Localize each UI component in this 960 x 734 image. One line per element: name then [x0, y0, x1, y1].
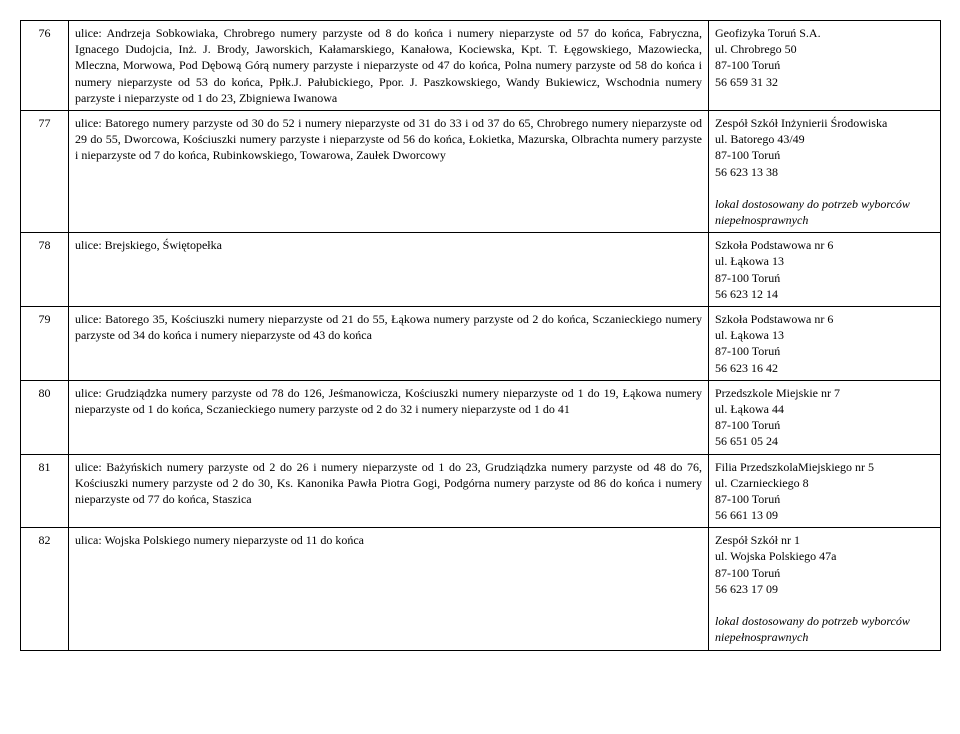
- table-row: 77ulice: Batorego numery parzyste od 30 …: [21, 110, 941, 232]
- location-line: 87-100 Toruń: [715, 270, 934, 286]
- location-line: Przedszkole Miejskie nr 7: [715, 385, 934, 401]
- location-line: Geofizyka Toruń S.A.: [715, 25, 934, 41]
- location-note: lokal dostosowany do potrzeb wyborców ni…: [715, 613, 934, 645]
- location-line: 56 623 17 09: [715, 581, 934, 597]
- precinct-description: ulice: Bażyńskich numery parzyste od 2 d…: [69, 454, 709, 528]
- precinct-description: ulice: Batorego numery parzyste od 30 do…: [69, 110, 709, 232]
- location-line: Zespół Szkół Inżynierii Środowiska: [715, 115, 934, 131]
- precinct-table: 76ulice: Andrzeja Sobkowiaka, Chrobrego …: [20, 20, 941, 651]
- location-line: Zespół Szkół nr 1: [715, 532, 934, 548]
- location-line: 87-100 Toruń: [715, 343, 934, 359]
- location-line: Szkoła Podstawowa nr 6: [715, 237, 934, 253]
- precinct-number: 81: [21, 454, 69, 528]
- location-line: ul. Chrobrego 50: [715, 41, 934, 57]
- location-line: ul. Łąkowa 13: [715, 253, 934, 269]
- location-line: 87-100 Toruń: [715, 565, 934, 581]
- table-row: 76ulice: Andrzeja Sobkowiaka, Chrobrego …: [21, 21, 941, 111]
- precinct-number: 82: [21, 528, 69, 650]
- location-line: 56 651 05 24: [715, 433, 934, 449]
- location-line: 87-100 Toruń: [715, 491, 934, 507]
- location-line: ul. Łąkowa 44: [715, 401, 934, 417]
- precinct-number: 80: [21, 380, 69, 454]
- location-line: 56 659 31 32: [715, 74, 934, 90]
- precinct-description: ulice: Grudziądzka numery parzyste od 78…: [69, 380, 709, 454]
- precinct-location: Geofizyka Toruń S.A.ul. Chrobrego 5087-1…: [709, 21, 941, 111]
- precinct-location: Przedszkole Miejskie nr 7ul. Łąkowa 4487…: [709, 380, 941, 454]
- location-line: 56 623 16 42: [715, 360, 934, 376]
- location-line: 87-100 Toruń: [715, 417, 934, 433]
- precinct-number: 78: [21, 233, 69, 307]
- precinct-number: 79: [21, 307, 69, 381]
- precinct-location: Szkoła Podstawowa nr 6ul. Łąkowa 1387-10…: [709, 307, 941, 381]
- location-line: 87-100 Toruń: [715, 57, 934, 73]
- location-line: 56 623 12 14: [715, 286, 934, 302]
- location-line: ul. Czarnieckiego 8: [715, 475, 934, 491]
- location-line: ul. Wojska Polskiego 47a: [715, 548, 934, 564]
- location-line: 56 623 13 38: [715, 164, 934, 180]
- table-row: 80ulice: Grudziądzka numery parzyste od …: [21, 380, 941, 454]
- spacer: [715, 180, 934, 196]
- table-row: 78 ulice: Brejskiego, ŚwiętopełkaSzkoła …: [21, 233, 941, 307]
- precinct-number: 77: [21, 110, 69, 232]
- spacer: [715, 597, 934, 613]
- table-row: 82ulica: Wojska Polskiego numery nieparz…: [21, 528, 941, 650]
- precinct-location: Zespół Szkół Inżynierii Środowiskaul. Ba…: [709, 110, 941, 232]
- table-row: 79ulice: Batorego 35, Kościuszki numery …: [21, 307, 941, 381]
- location-line: 87-100 Toruń: [715, 147, 934, 163]
- location-line: 56 661 13 09: [715, 507, 934, 523]
- precinct-description: ulice: Brejskiego, Świętopełka: [69, 233, 709, 307]
- location-line: Szkoła Podstawowa nr 6: [715, 311, 934, 327]
- location-line: ul. Łąkowa 13: [715, 327, 934, 343]
- precinct-location: Szkoła Podstawowa nr 6ul. Łąkowa 1387-10…: [709, 233, 941, 307]
- location-note: lokal dostosowany do potrzeb wyborców ni…: [715, 196, 934, 228]
- precinct-description: ulica: Wojska Polskiego numery nieparzys…: [69, 528, 709, 650]
- precinct-description: ulice: Batorego 35, Kościuszki numery ni…: [69, 307, 709, 381]
- table-row: 81ulice: Bażyńskich numery parzyste od 2…: [21, 454, 941, 528]
- precinct-number: 76: [21, 21, 69, 111]
- precinct-location: Filia PrzedszkolaMiejskiego nr 5ul. Czar…: [709, 454, 941, 528]
- precinct-location: Zespół Szkół nr 1ul. Wojska Polskiego 47…: [709, 528, 941, 650]
- location-line: Filia PrzedszkolaMiejskiego nr 5: [715, 459, 934, 475]
- precinct-description: ulice: Andrzeja Sobkowiaka, Chrobrego nu…: [69, 21, 709, 111]
- location-line: ul. Batorego 43/49: [715, 131, 934, 147]
